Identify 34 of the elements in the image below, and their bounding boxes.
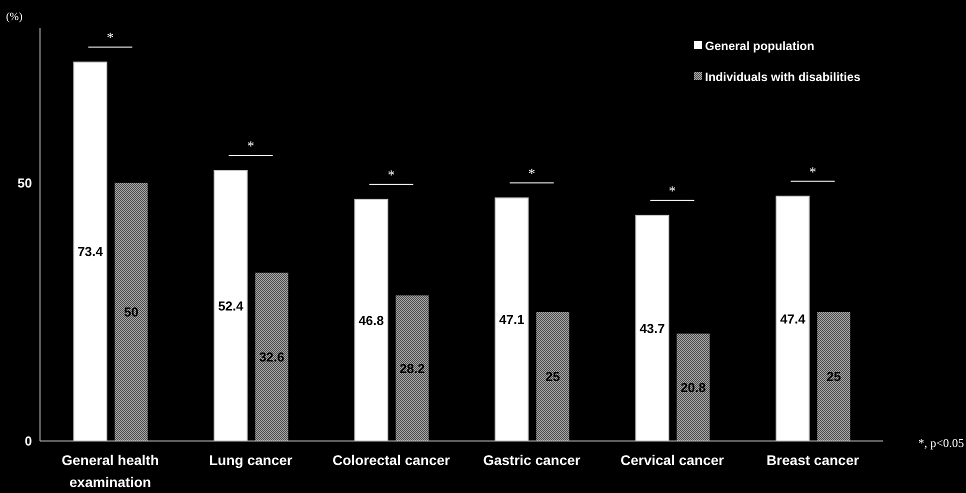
bar bbox=[676, 334, 710, 441]
data-label: 20.8 bbox=[680, 380, 706, 395]
annotation: * bbox=[106, 31, 114, 46]
data-label: 47.1 bbox=[499, 312, 524, 328]
data-label: 73.4 bbox=[78, 244, 104, 260]
annotation: * bbox=[388, 168, 395, 184]
data-label: 32.6 bbox=[259, 349, 284, 364]
bar bbox=[817, 312, 850, 441]
data-label: 43.7 bbox=[640, 320, 665, 336]
annotation: * bbox=[247, 139, 254, 154]
bar bbox=[396, 295, 429, 441]
bar bbox=[536, 312, 570, 441]
data-label: 47.4 bbox=[780, 311, 806, 326]
x-tick-label: Lung cancer bbox=[209, 452, 293, 468]
y-axis-title: (%) bbox=[6, 11, 23, 23]
legend-label: Individuals with disabilities bbox=[705, 70, 861, 84]
data-label: 25 bbox=[545, 369, 560, 384]
data-label: 52.4 bbox=[218, 298, 244, 314]
annotation: * bbox=[668, 184, 676, 200]
data-label: 28.2 bbox=[400, 360, 425, 376]
bar bbox=[114, 182, 148, 441]
bar bbox=[255, 272, 288, 441]
annotation: * bbox=[528, 166, 536, 182]
x-tick-label: General health examination bbox=[62, 452, 159, 490]
annotation: * bbox=[809, 165, 816, 180]
legend-label: General population bbox=[705, 39, 814, 53]
x-tick-label: Breast cancer bbox=[766, 452, 860, 468]
x-tick-label: Colorectal cancer bbox=[332, 452, 451, 468]
y-tick-label: 0 bbox=[24, 434, 32, 449]
x-tick-label: Cervical cancer bbox=[620, 452, 725, 468]
x-tick-label: Gastric cancer bbox=[483, 452, 581, 468]
data-label: 46.8 bbox=[358, 312, 384, 328]
data-label: 25 bbox=[826, 369, 841, 384]
text: *, p<0.05 bbox=[918, 436, 964, 450]
